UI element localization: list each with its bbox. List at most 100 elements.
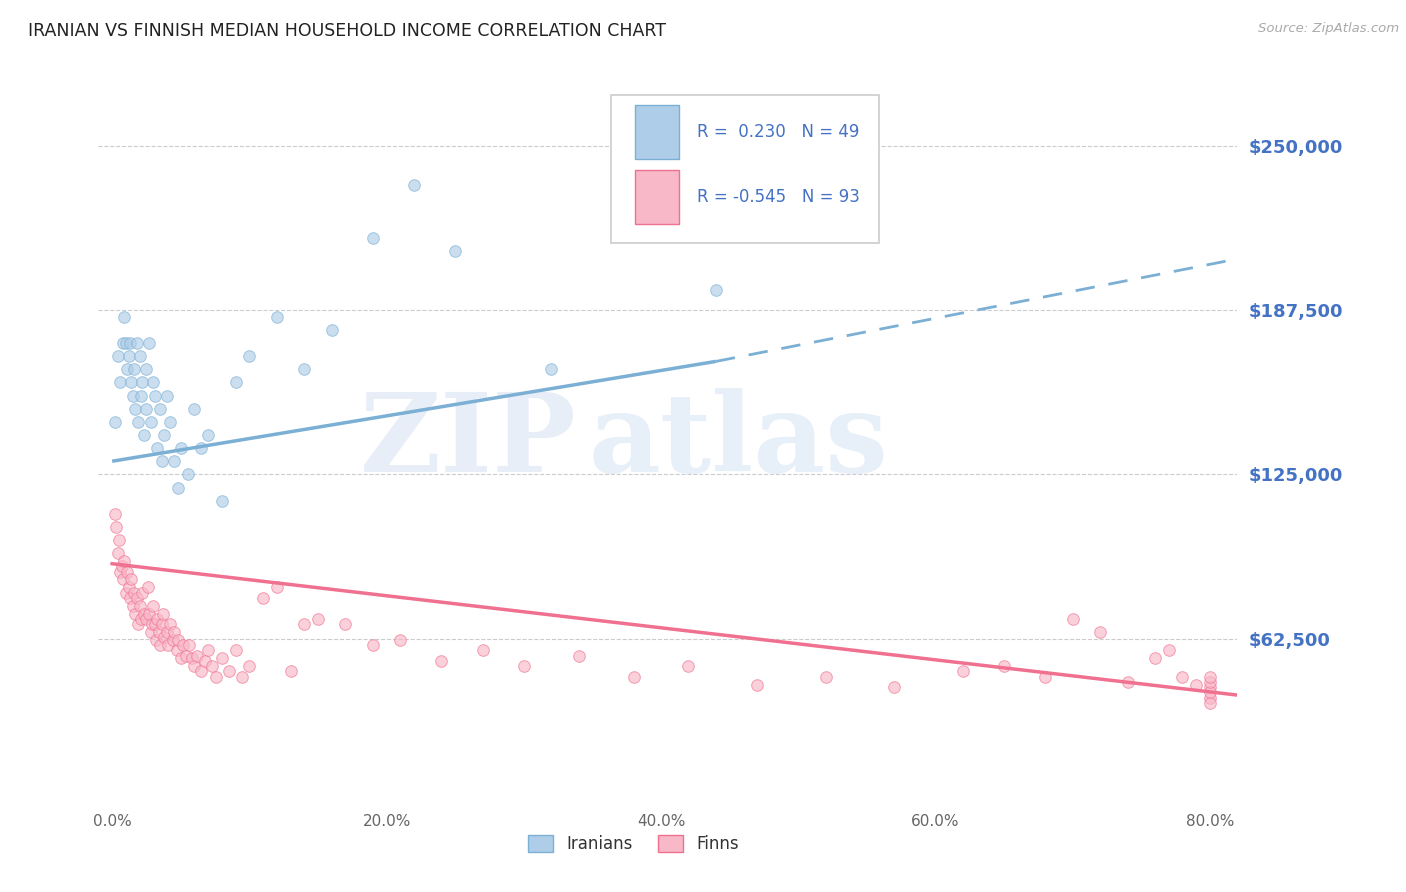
Point [129,388,152,402]
Point [117,580,139,594]
Point [540,362,562,376]
Point [132,428,155,442]
Point [361,231,384,245]
Point [167,632,190,647]
Point [211,493,233,508]
Text: ZIP: ZIP [360,388,576,495]
Point [114,310,136,324]
Point [883,680,905,694]
Point [211,651,233,665]
Point [170,651,193,665]
Legend: Iranians, Finns: Iranians, Finns [522,828,745,860]
Point [143,388,166,402]
Point [143,617,166,632]
Point [1033,670,1056,684]
Point [120,376,142,390]
Point [180,651,202,665]
Point [104,415,127,429]
Text: R =  0.230   N = 49: R = 0.230 N = 49 [697,123,860,141]
Point [238,659,260,673]
Text: IRANIAN VS FINNISH MEDIAN HOUSEHOLD INCOME CORRELATION CHART: IRANIAN VS FINNISH MEDIAN HOUSEHOLD INCO… [28,22,666,40]
Point [471,643,494,657]
Point [162,632,184,647]
Point [1198,696,1220,710]
Point [513,659,536,673]
Point [176,467,198,482]
Point [444,244,467,258]
Point [138,336,160,351]
Point [146,612,169,626]
Point [125,591,148,605]
Point [170,441,193,455]
Point [115,362,138,376]
Point [183,401,205,416]
Point [218,665,240,679]
Point [135,612,157,626]
Point [1062,612,1084,626]
Point [125,336,148,351]
Point [156,388,179,402]
Point [110,565,132,579]
Point [231,670,253,684]
Point [150,454,173,468]
Point [135,401,157,416]
Point [1198,685,1220,699]
Point [131,376,153,390]
Point [124,607,146,621]
Point [107,546,129,560]
Point [174,648,197,663]
Point [152,607,174,621]
Point [139,415,162,429]
Point [107,349,129,363]
Text: Source: ZipAtlas.com: Source: ZipAtlas.com [1258,22,1399,36]
Point [108,533,131,547]
Point [197,643,219,657]
Point [111,559,134,574]
Point [150,617,173,632]
Point [121,599,143,613]
Point [142,376,165,390]
Point [163,625,186,640]
Point [402,178,425,193]
Point [118,591,141,605]
Point [115,585,138,599]
Point [389,632,412,647]
Point [678,659,700,673]
Point [127,415,149,429]
Point [814,670,837,684]
Point [1198,690,1220,705]
Point [1088,625,1111,640]
Point [266,310,288,324]
Point [124,401,146,416]
Point [159,617,181,632]
Point [136,580,159,594]
Point [745,677,768,691]
Point [361,638,384,652]
Point [112,336,135,351]
Point [205,670,228,684]
FancyBboxPatch shape [636,170,679,224]
Point [623,670,645,684]
Point [335,617,357,632]
Point [280,665,302,679]
Point [120,573,142,587]
Point [1157,643,1180,657]
Point [135,362,157,376]
Point [197,428,219,442]
Point [105,520,128,534]
Point [568,648,591,663]
Point [118,336,141,351]
Point [993,659,1015,673]
Point [149,638,172,652]
Point [127,617,149,632]
Point [122,362,145,376]
Point [163,454,186,468]
Point [149,401,172,416]
Point [173,638,195,652]
Point [238,349,260,363]
Point [183,659,205,673]
Point [141,617,163,632]
Point [252,591,274,605]
Point [292,362,315,376]
Point [110,376,132,390]
